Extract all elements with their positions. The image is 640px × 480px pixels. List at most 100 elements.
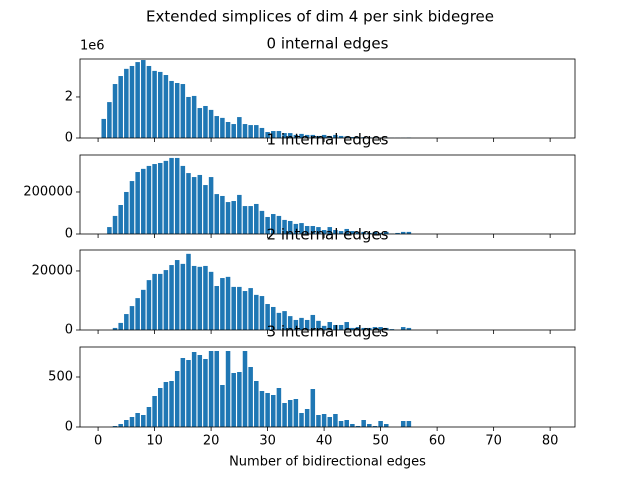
bar bbox=[237, 372, 242, 427]
bar bbox=[355, 426, 361, 427]
bar bbox=[321, 325, 327, 330]
bar bbox=[214, 116, 220, 138]
bar bbox=[361, 420, 366, 427]
y-tick-label: 500 bbox=[48, 370, 73, 385]
bar bbox=[299, 317, 304, 330]
bar bbox=[152, 396, 157, 427]
bar bbox=[152, 70, 157, 138]
bar bbox=[225, 276, 231, 330]
bar bbox=[338, 324, 344, 330]
bar bbox=[299, 223, 304, 234]
bar bbox=[248, 367, 253, 427]
bar bbox=[327, 227, 333, 234]
bar bbox=[208, 109, 214, 138]
x-tick-label: 10 bbox=[146, 434, 163, 449]
bar bbox=[157, 71, 163, 138]
bar bbox=[191, 95, 197, 138]
bar bbox=[372, 327, 378, 330]
bar bbox=[282, 403, 287, 427]
bar bbox=[152, 164, 157, 234]
bar bbox=[361, 137, 366, 138]
bar bbox=[350, 424, 355, 427]
bar bbox=[214, 286, 220, 330]
bar bbox=[327, 322, 333, 330]
bar bbox=[299, 413, 304, 427]
x-tick-label: 30 bbox=[259, 434, 276, 449]
bar bbox=[129, 65, 135, 138]
bar bbox=[350, 231, 355, 234]
bar bbox=[112, 426, 118, 427]
bar bbox=[248, 206, 253, 234]
bar bbox=[118, 205, 123, 234]
bar bbox=[327, 417, 333, 427]
bar bbox=[191, 352, 197, 427]
bar bbox=[367, 424, 372, 427]
bar bbox=[203, 265, 208, 330]
bar bbox=[304, 409, 310, 427]
axes-frame bbox=[79, 58, 576, 139]
bar bbox=[129, 306, 135, 330]
bar bbox=[254, 381, 259, 427]
bar bbox=[118, 424, 123, 427]
bar bbox=[191, 177, 197, 234]
bar bbox=[157, 162, 163, 234]
bar bbox=[316, 320, 321, 330]
bar bbox=[112, 84, 118, 138]
bar bbox=[287, 220, 293, 234]
bar bbox=[270, 131, 276, 138]
bar bbox=[225, 202, 231, 234]
bar bbox=[197, 108, 203, 138]
bar bbox=[276, 312, 282, 330]
bar bbox=[259, 296, 265, 330]
bar bbox=[293, 319, 299, 330]
bar bbox=[174, 157, 180, 234]
bar bbox=[242, 351, 248, 427]
bar bbox=[135, 172, 140, 234]
bar bbox=[141, 168, 146, 234]
bar bbox=[225, 121, 231, 138]
bar bbox=[203, 185, 208, 234]
bar bbox=[355, 231, 361, 234]
bar bbox=[208, 177, 214, 234]
bar bbox=[129, 417, 135, 427]
x-tick-label: 60 bbox=[429, 434, 446, 449]
axes-frame bbox=[79, 154, 576, 235]
bar bbox=[203, 359, 208, 427]
bar bbox=[259, 127, 265, 138]
bar bbox=[378, 421, 383, 427]
bar bbox=[124, 68, 129, 138]
bar bbox=[242, 291, 248, 330]
bar bbox=[214, 194, 220, 234]
bar bbox=[333, 324, 338, 330]
y-tick-label: 2 bbox=[65, 89, 73, 104]
bar bbox=[361, 231, 366, 234]
bar bbox=[310, 314, 316, 330]
x-tick-label: 80 bbox=[542, 434, 559, 449]
bar bbox=[169, 265, 174, 330]
bar bbox=[304, 319, 310, 330]
bar bbox=[101, 118, 106, 138]
bar bbox=[338, 135, 344, 138]
bar bbox=[174, 260, 180, 330]
bar bbox=[400, 327, 406, 330]
bar bbox=[197, 266, 203, 330]
bar bbox=[169, 157, 174, 234]
bar bbox=[112, 215, 118, 234]
bar bbox=[163, 270, 169, 330]
subplot-title: 3 internal edges bbox=[267, 323, 389, 341]
bar bbox=[141, 60, 146, 139]
y-tick-label: 0 bbox=[65, 227, 73, 242]
bar bbox=[208, 351, 214, 427]
bar bbox=[220, 117, 225, 138]
bar bbox=[276, 215, 282, 234]
x-tick-label: 40 bbox=[316, 434, 333, 449]
subplot-title: 1 internal edges bbox=[267, 131, 389, 149]
bar bbox=[180, 84, 186, 138]
bar bbox=[276, 131, 282, 138]
bar bbox=[378, 232, 383, 234]
bar bbox=[344, 322, 349, 330]
bar bbox=[146, 280, 152, 330]
bar bbox=[344, 420, 349, 427]
bar bbox=[146, 65, 152, 138]
